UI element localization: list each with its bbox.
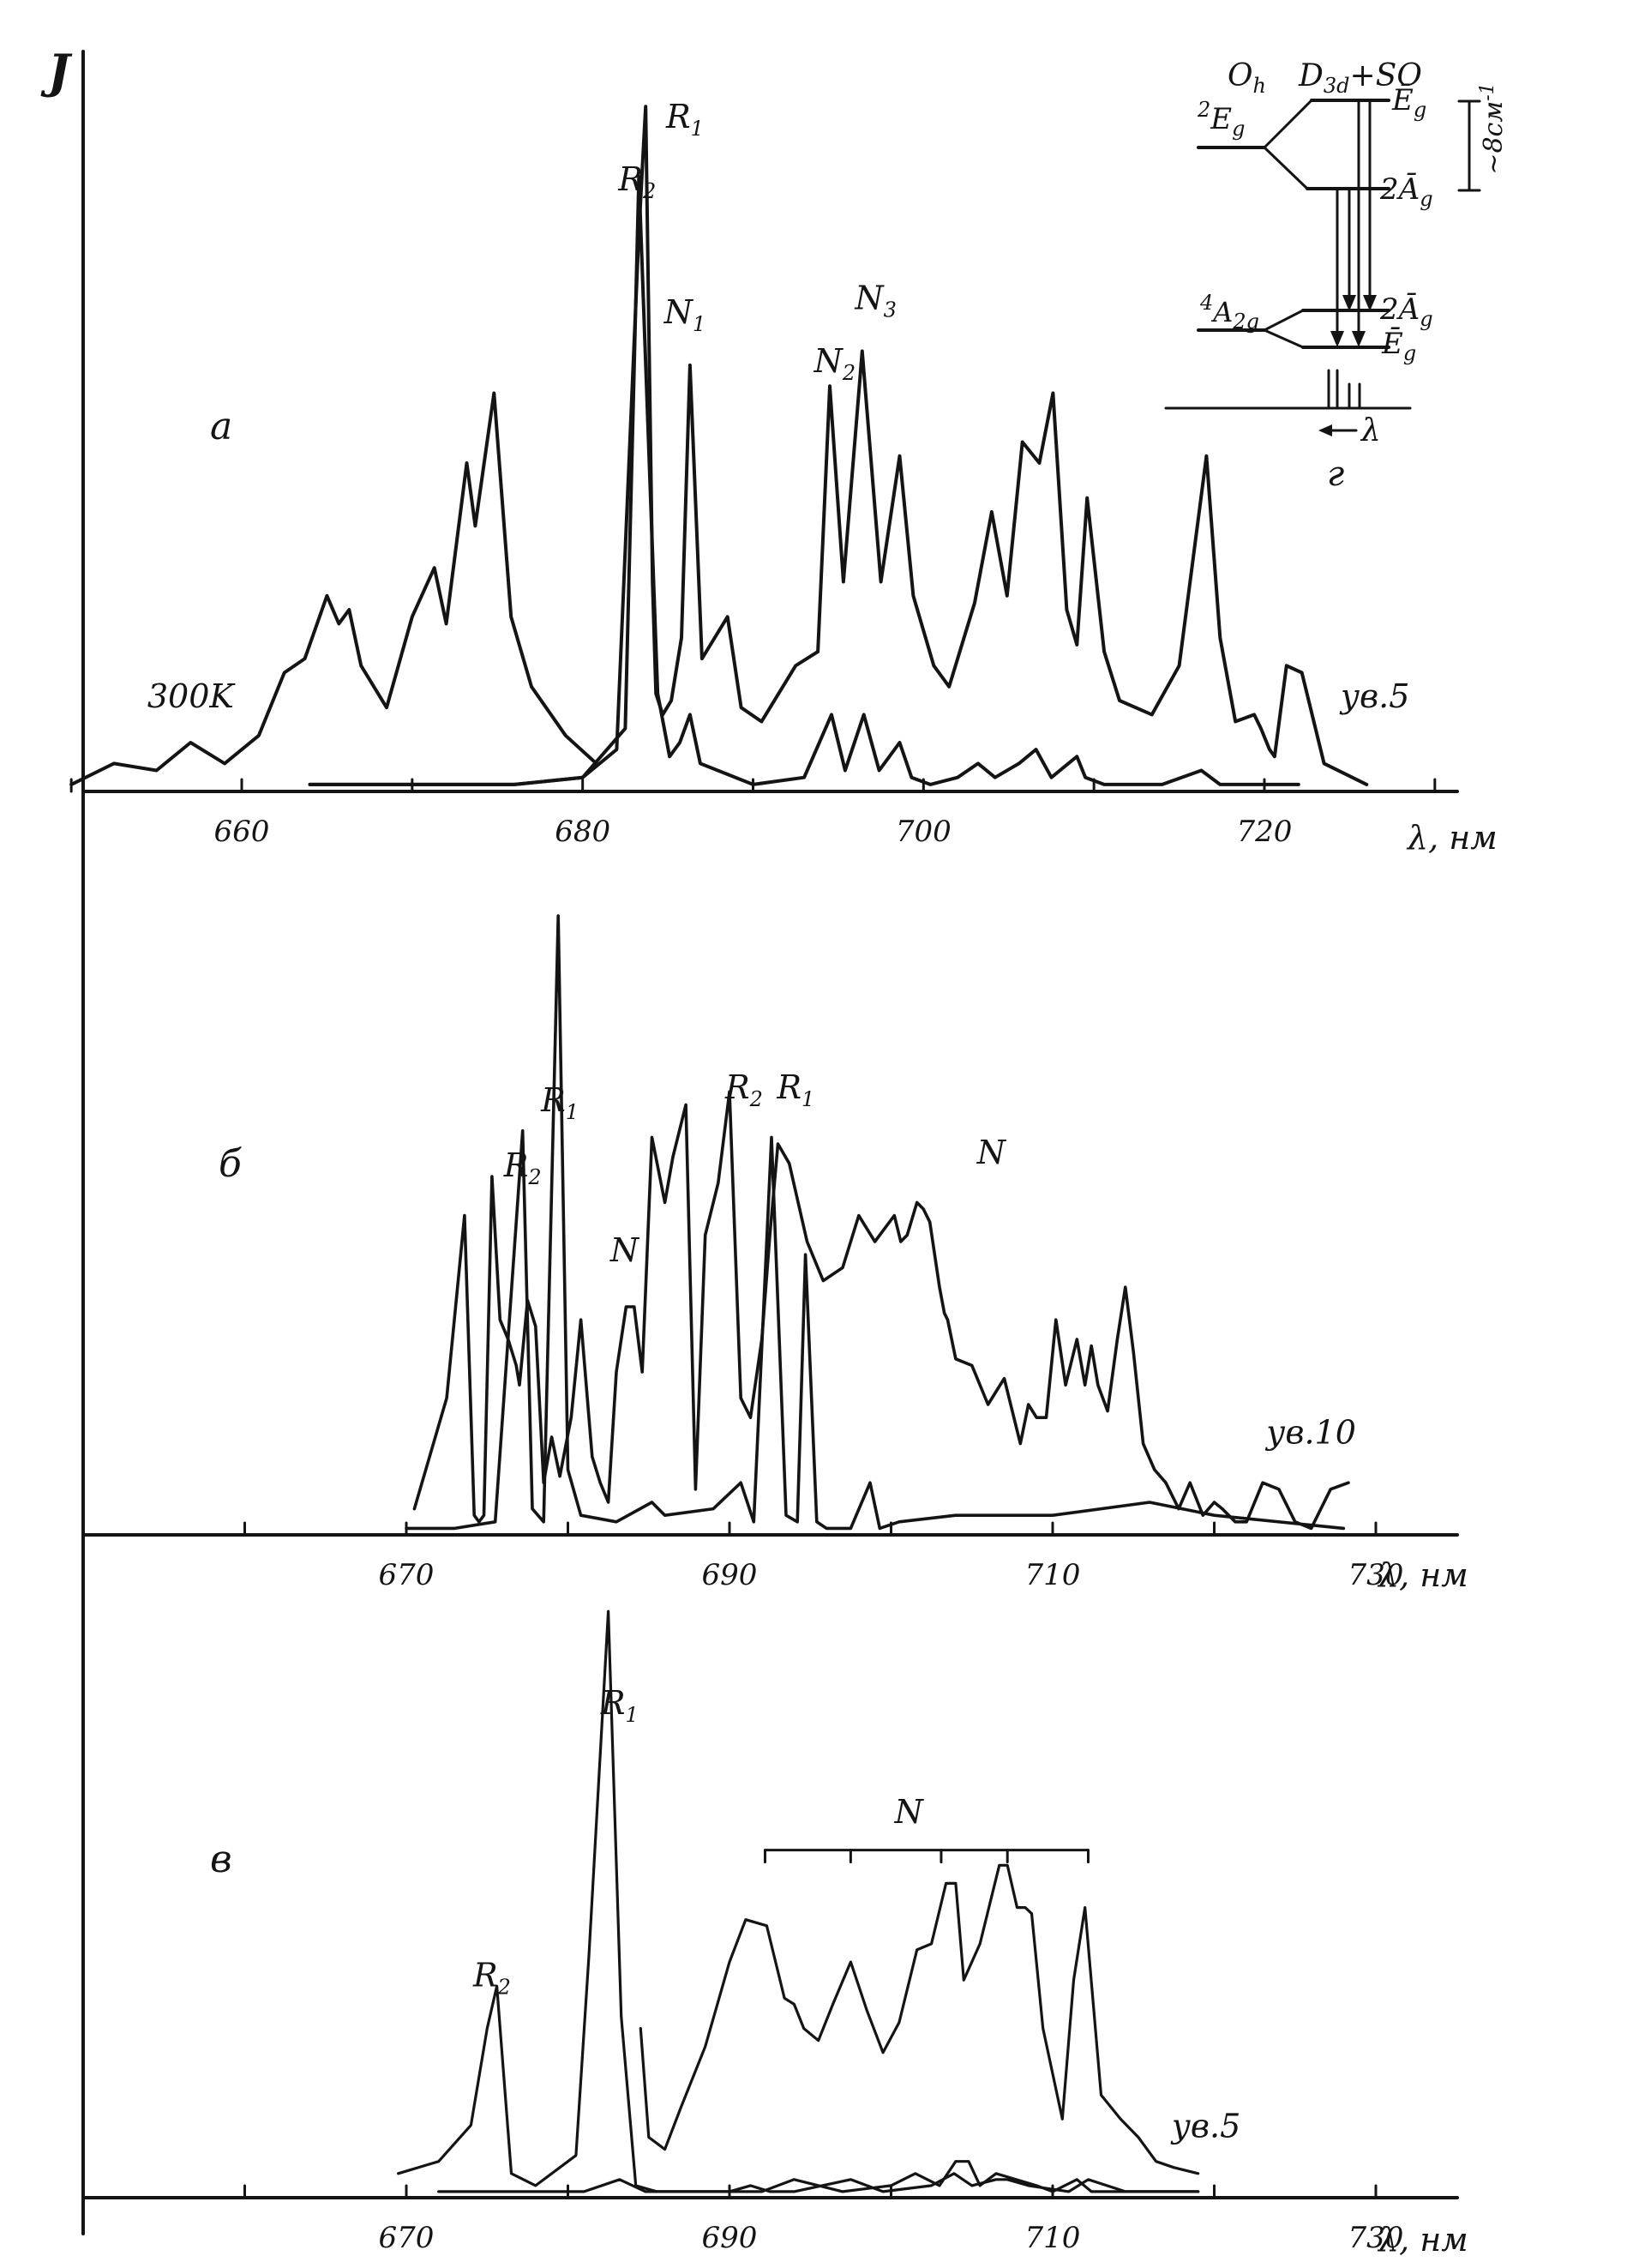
series-line-3 — [308, 174, 1300, 786]
peak-label: R1 — [665, 98, 704, 141]
transition-arrowhead — [1352, 331, 1366, 347]
peak-label: N — [976, 1134, 1007, 1171]
panel-b-series — [405, 914, 1350, 1531]
lower-split-line-bottom — [1263, 328, 1305, 349]
panel-g-label: г — [1327, 454, 1344, 494]
transition-arrows — [1330, 99, 1377, 347]
d3d-group-label: D3d+SO — [1298, 58, 1422, 98]
peak-label: ув.10 — [1264, 1414, 1356, 1452]
x-tick-label: 710 — [1025, 1558, 1081, 1592]
oh-group-label: Oh — [1228, 58, 1266, 98]
energy-level-diagram: Oh D3d+SO 2Eg Ēg 2Āg ~8см-1 4A2g — [1164, 58, 1509, 494]
series-line-1 — [69, 391, 598, 786]
panel-a-ticks: 660 680 700 720 — [69, 778, 1437, 849]
lambda-symbol: λ — [1360, 413, 1381, 448]
peak-label: N1 — [663, 293, 706, 336]
series-line-1 — [412, 1090, 1350, 1531]
level-lower-eg-label: Ēg — [1381, 327, 1416, 365]
level-upper-2ag-label: 2Āg — [1379, 172, 1433, 211]
level-lower-2ag-label: 2Āg — [1379, 292, 1433, 331]
series-line-1 — [639, 1863, 1200, 2175]
x-tick-label: 680 — [555, 815, 610, 849]
panel-a-series — [69, 105, 1369, 786]
x-tick-label: 660 — [214, 815, 270, 849]
peak-label: R2 — [617, 160, 656, 203]
peak-label: N3 — [854, 280, 897, 322]
panel-c-annotations: R2 R1 Nув.5 — [472, 1684, 1240, 2145]
panel-c-xlabel: λ, нм — [1377, 2221, 1468, 2259]
x-tick-label: 710 — [1025, 2221, 1081, 2255]
upper-state-label: 2Eg — [1197, 98, 1245, 141]
peak-label: R2 — [503, 1146, 542, 1189]
upper-split-line-top — [1263, 99, 1313, 149]
panel-c-spectrum: 670 690 710 730 R2 R1 Nув.5 в λ, нм — [81, 1609, 1468, 2259]
peak-label: 300K — [147, 677, 237, 715]
series-line-2 — [397, 1609, 1200, 2193]
peak-label: R2 — [472, 1956, 511, 1999]
peak-label: R1 — [600, 1684, 639, 1727]
peak-label: N — [894, 1793, 925, 1831]
panel-c-n-bracket — [763, 1849, 1090, 1864]
peak-label: N — [609, 1231, 640, 1269]
series-line-3 — [437, 2172, 1200, 2193]
lower-split-line-top — [1263, 309, 1305, 332]
series-line-2 — [405, 914, 1346, 1531]
peak-label: ув.5 — [1339, 677, 1409, 715]
panel-c-label: в — [210, 1838, 232, 1881]
x-tick-label: 730 — [1348, 1558, 1404, 1592]
peak-label: R1 — [776, 1068, 814, 1111]
x-tick-label: 730 — [1348, 2221, 1404, 2255]
x-tick-label: 720 — [1237, 815, 1293, 849]
panel-c-series — [397, 1609, 1200, 2193]
lower-state-label: 4A2g — [1199, 291, 1259, 334]
peak-label: ув.5 — [1170, 2108, 1240, 2145]
x-tick-label: 690 — [702, 2221, 758, 2255]
peak-label: N2 — [813, 342, 856, 385]
panel-a-label: а — [210, 405, 232, 448]
panel-c-ticks: 670 690 710 730 — [243, 2184, 1404, 2255]
peak-label: R2 — [724, 1068, 763, 1111]
panel-b-label: б — [219, 1142, 242, 1186]
x-tick-label: 670 — [379, 1558, 435, 1592]
x-tick-label: 690 — [702, 1558, 758, 1592]
transition-arrowhead — [1342, 295, 1356, 311]
transition-arrowhead — [1330, 331, 1344, 347]
x-tick-label: 700 — [896, 815, 952, 849]
transition-arrowhead — [1363, 295, 1377, 311]
series-line-2 — [308, 105, 1369, 786]
x-tick-label: 670 — [379, 2221, 435, 2255]
y-axis-label: J — [40, 44, 73, 99]
lambda-arrowhead — [1318, 424, 1332, 436]
panel-b-annotations: R2 R1 N R2 R1 Nув.10 — [503, 1068, 1356, 1452]
level-upper-eg-label: Ēg — [1391, 83, 1426, 122]
panel-b-ticks: 670 690 710 730 — [243, 1521, 1404, 1592]
panel-a-xlabel: λ, нм — [1406, 819, 1498, 857]
panel-b-xlabel: λ, нм — [1377, 1556, 1468, 1594]
peak-label: R1 — [540, 1081, 579, 1124]
panel-b-spectrum: 670 690 710 730 R2 R1 N R2 R1 Nув.10 б λ, нм — [81, 914, 1468, 1594]
splitting-label: ~8см-1 — [1477, 82, 1509, 174]
upper-split-line-bottom — [1263, 146, 1309, 190]
